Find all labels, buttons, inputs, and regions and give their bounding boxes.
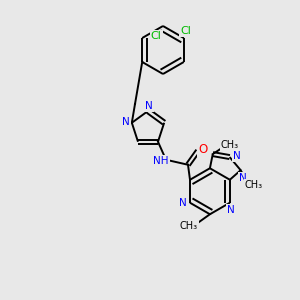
Text: NH: NH: [153, 156, 169, 166]
Text: N: N: [179, 198, 187, 208]
Text: N: N: [145, 101, 153, 111]
Text: CH₃: CH₃: [180, 221, 198, 231]
Text: CH₃: CH₃: [221, 140, 239, 150]
Text: Cl: Cl: [151, 31, 162, 41]
Text: N: N: [122, 117, 130, 127]
Text: N: N: [239, 173, 247, 183]
Text: CH₃: CH₃: [244, 180, 263, 190]
Text: N: N: [233, 151, 241, 161]
Text: N: N: [227, 205, 235, 215]
Text: O: O: [198, 143, 208, 156]
Text: Cl: Cl: [180, 26, 191, 36]
